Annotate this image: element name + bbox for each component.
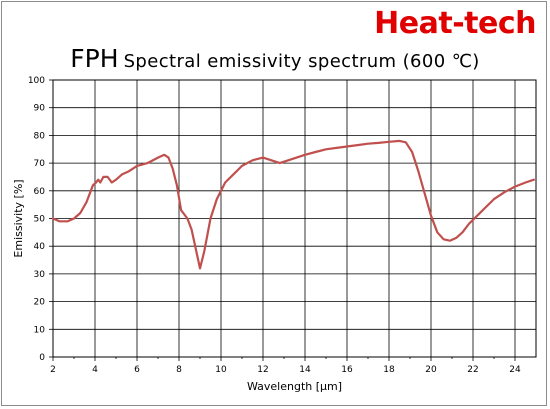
y-tick-label: 20 (34, 298, 46, 308)
x-tick-label: 18 (383, 365, 395, 375)
x-axis-label: Wavelength [μm] (247, 380, 342, 393)
y-tick-label: 40 (34, 242, 46, 252)
y-tick-label: 90 (34, 104, 46, 114)
y-tick-label: 60 (34, 187, 46, 197)
x-tick-label: 12 (257, 365, 268, 375)
chart-title: FPH Spectral emissivity spectrum (600 ℃) (0, 44, 550, 73)
y-tick-label: 100 (28, 76, 45, 86)
x-tick-label: 2 (50, 365, 56, 375)
x-tick-label: 8 (176, 365, 182, 375)
x-tick-label: 22 (467, 365, 478, 375)
chart-title-main: FPH (70, 44, 119, 73)
x-tick-label: 20 (425, 365, 437, 375)
y-tick-label: 70 (34, 159, 46, 169)
chart-title-sub: Spectral emissivity spectrum (600 ℃) (123, 51, 480, 72)
x-tick-label: 16 (341, 365, 353, 375)
y-tick-label: 50 (34, 215, 46, 225)
x-tick-label: 14 (299, 365, 311, 375)
series-line (51, 139, 536, 270)
y-tick-label: 0 (39, 353, 45, 363)
y-tick-label: 30 (34, 270, 46, 280)
x-tick-label: 10 (215, 365, 227, 375)
x-tick-label: 4 (92, 365, 98, 375)
x-tick-label: 24 (509, 365, 521, 375)
y-tick-label: 80 (34, 131, 46, 141)
brand-logo: Heat-tech (374, 6, 536, 41)
x-tick-label: 6 (134, 365, 140, 375)
y-tick-label: 10 (34, 325, 46, 335)
y-axis-label: Emissivity [%] (12, 179, 25, 257)
